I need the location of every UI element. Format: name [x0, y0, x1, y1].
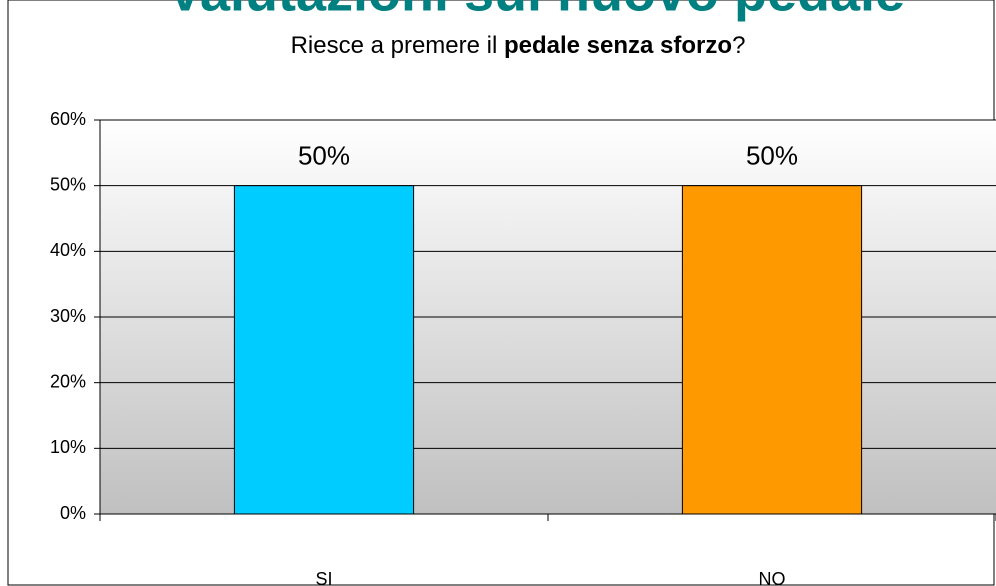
slide-header: Valutazioni sul nuovo pedale: [167, 0, 905, 22]
plot-layer: 0% 10% 20% 30% 40% 50% 60% SI 50% NO 50%: [50, 109, 996, 586]
data-label: 50%: [298, 141, 350, 171]
y-tick-label: 50%: [50, 174, 86, 194]
title-part: ?: [732, 32, 745, 59]
y-tick-label: 0%: [60, 503, 86, 523]
x-tick-label: NO: [759, 569, 786, 586]
bar: [681, 185, 863, 515]
y-tick-label: 60%: [50, 109, 86, 129]
y-tick-label: 40%: [50, 240, 86, 260]
x-tick-label: SI: [315, 569, 332, 586]
y-tick-label: 30%: [50, 306, 86, 326]
chart-title: Riesce a premere il pedale senza sforzo?: [291, 32, 746, 59]
title-part: Riesce a premere il: [291, 32, 504, 59]
data-label: 50%: [746, 141, 798, 171]
bar: [233, 185, 415, 515]
y-tick-label: 20%: [50, 371, 86, 391]
title-part: pedale senza sforzo: [504, 32, 732, 59]
y-tick-label: 10%: [50, 437, 86, 457]
